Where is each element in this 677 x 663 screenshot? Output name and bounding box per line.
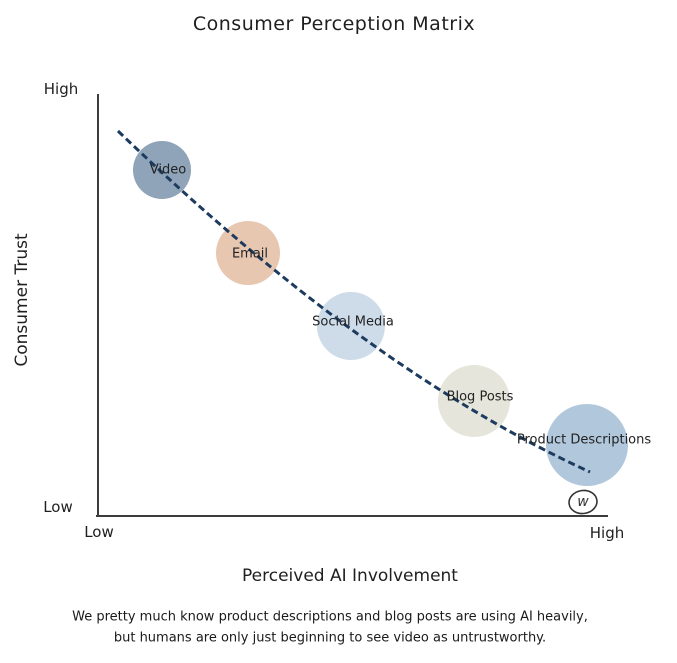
bubble-social-media — [317, 292, 385, 360]
caption-line-2: but humans are only just beginning to se… — [114, 631, 546, 646]
x-axis-title: Perceived AI Involvement — [242, 566, 458, 586]
bubble-label-video: Video — [150, 163, 186, 178]
bubble-labels-layer: Video Email Social Media Blog Posts Product … — [150, 163, 652, 448]
caption-line-1: We pretty much know product descriptions… — [72, 610, 588, 625]
bubble-label-blog-posts: Blog Posts — [447, 390, 514, 405]
y-axis-high-label: High — [44, 80, 78, 98]
x-axis-high-label: High — [590, 524, 624, 542]
trend-line — [116, 129, 591, 474]
watermark-logo: w — [568, 489, 598, 515]
bubbles-layer — [133, 141, 628, 486]
bubble-blog-posts — [438, 365, 510, 437]
bubble-label-email: Email — [232, 247, 268, 262]
x-axis-low-label: Low — [84, 523, 114, 541]
bubble-product-descriptions — [546, 404, 628, 486]
watermark-letter: w — [577, 494, 589, 510]
y-axis-title: Consumer Trust — [12, 233, 32, 367]
bubble-email — [216, 221, 280, 285]
bubble-label-product-descriptions: Product Descriptions — [517, 433, 652, 448]
y-axis-low-label: Low — [43, 498, 73, 516]
bubble-label-social-media: Social Media — [312, 315, 394, 330]
chart-title: Consumer Perception Matrix — [193, 13, 475, 35]
axes — [96, 94, 608, 517]
watermark-circle-icon — [568, 489, 598, 515]
